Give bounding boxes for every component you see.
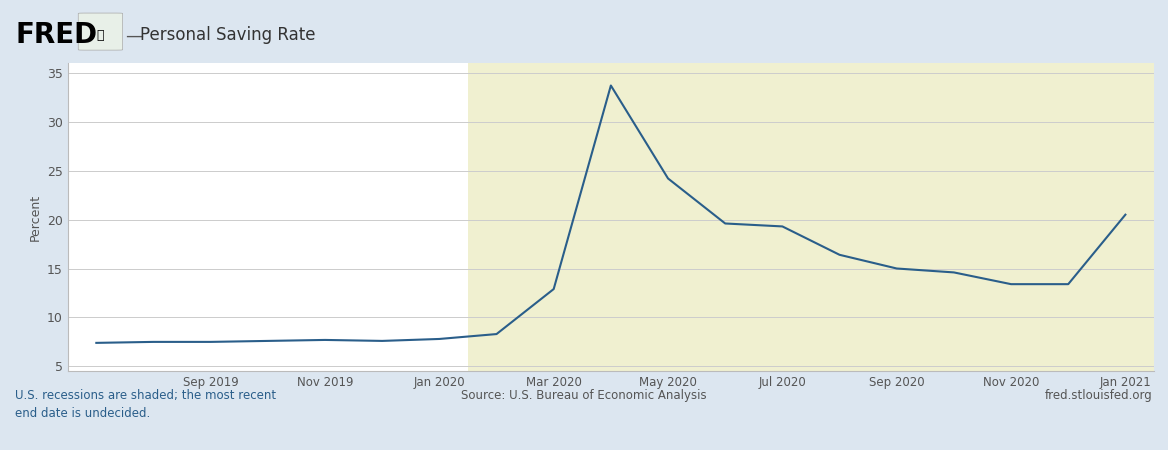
Text: 📈: 📈 [97, 29, 104, 42]
Text: fred.stlouisfed.org: fred.stlouisfed.org [1045, 389, 1153, 401]
Text: FRED: FRED [15, 21, 97, 49]
Bar [468, 63, 1154, 371]
Text: U.S. recessions are shaded; the most recent
end date is undecided.: U.S. recessions are shaded; the most rec… [15, 389, 277, 419]
Text: Source: U.S. Bureau of Economic Analysis: Source: U.S. Bureau of Economic Analysis [461, 389, 707, 401]
Y-axis label: Percent: Percent [28, 194, 41, 241]
FancyBboxPatch shape [78, 13, 123, 50]
Text: Personal Saving Rate: Personal Saving Rate [140, 26, 315, 44]
Text: —: — [125, 26, 142, 44]
